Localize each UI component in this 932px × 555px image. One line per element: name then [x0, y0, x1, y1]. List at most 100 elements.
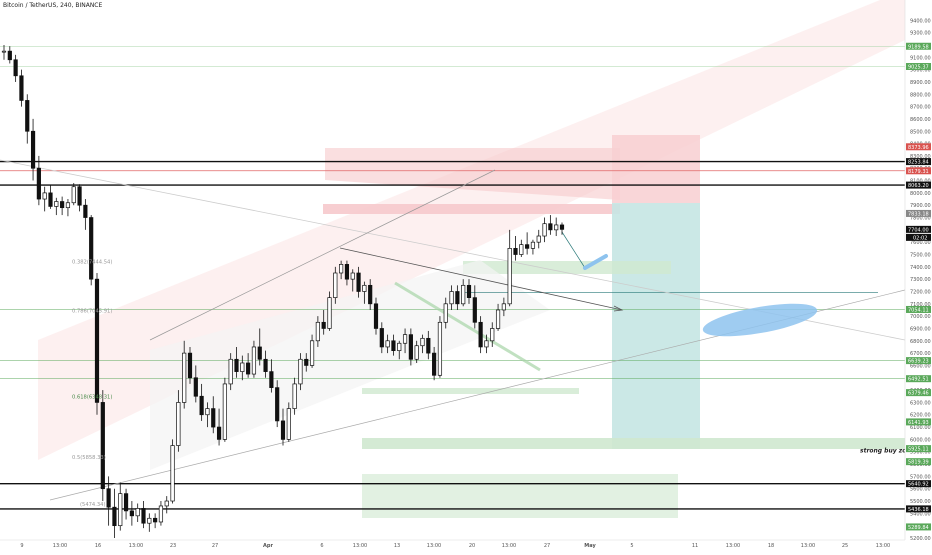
candle-body — [234, 358, 239, 372]
candle-body — [42, 192, 47, 200]
candle-body — [100, 402, 105, 490]
y-tick-label: 6900.00 — [910, 326, 931, 332]
candle-body — [182, 352, 187, 403]
y-tick-label: 7300.00 — [910, 277, 931, 283]
time-axis-bg — [0, 540, 932, 550]
y-tick-label: 9100.00 — [910, 55, 931, 61]
x-tick-label: 13:00 — [801, 543, 815, 549]
candle-body — [368, 284, 373, 305]
fib-label: 0.618(6348.31) — [72, 394, 112, 400]
candle-body — [455, 291, 460, 305]
chart-title: Bitcoin / TetherUS, 240, BINANCE — [3, 2, 103, 9]
candle-body — [414, 345, 419, 360]
candle-body — [228, 358, 233, 385]
candle-body — [205, 408, 210, 416]
annotation-label: strong buy zone — [860, 448, 915, 455]
x-tick-label: 13:00 — [502, 543, 516, 549]
x-tick-label: 13 — [394, 543, 400, 549]
fib-zone — [150, 260, 550, 470]
candle-body — [344, 264, 350, 280]
y-tick-label: 8600.00 — [910, 117, 931, 123]
candle-body — [513, 247, 518, 255]
candle-body — [437, 321, 443, 376]
candle-body — [350, 272, 355, 280]
x-tick-label: 16 — [95, 543, 101, 549]
strong-buy-zone — [362, 438, 905, 449]
candle-body — [170, 445, 175, 502]
x-tick-label: 13:00 — [53, 543, 67, 549]
candle-body — [501, 303, 506, 311]
price-tag-label: 5925.11 — [908, 447, 929, 453]
fib-label: 0.382(7444.54) — [72, 259, 112, 265]
candle-body — [280, 420, 286, 440]
channel-top-line — [149, 169, 496, 341]
y-tick-label: 8500.00 — [910, 129, 931, 135]
y-tick-label: 9300.00 — [910, 31, 931, 37]
y-tick-label: 6700.00 — [910, 351, 931, 357]
small-arrow-line — [561, 231, 586, 269]
demand-zone-thin — [362, 388, 579, 394]
candle-body — [432, 352, 437, 376]
candle-body — [251, 346, 257, 375]
price-tag — [906, 167, 931, 175]
candle-body — [449, 291, 454, 305]
y-tick-label: 7900.00 — [910, 203, 931, 209]
demand-zone-small — [463, 261, 671, 274]
price-tag-label: 5436.18 — [908, 507, 929, 513]
price-tag-label: 6379.46 — [908, 391, 929, 397]
price-tag — [906, 523, 931, 531]
candle-body — [495, 309, 501, 329]
candle-body — [187, 352, 193, 379]
x-tick-label: 6 — [320, 543, 323, 549]
candle-body — [339, 264, 344, 274]
candle-body — [402, 334, 408, 344]
y-tick-label: 9000.00 — [910, 68, 931, 74]
candle-body — [147, 517, 152, 524]
candle-body — [89, 217, 94, 280]
candle-body — [385, 340, 390, 348]
y-tick-label: 5600.00 — [910, 487, 931, 493]
candle-body — [36, 167, 41, 200]
y-tick-label: 7800.00 — [910, 216, 931, 222]
candle-body — [263, 358, 268, 372]
candle-body — [106, 488, 111, 508]
x-tick-label: 27 — [212, 543, 218, 549]
price-tag — [906, 42, 931, 50]
candle-body — [391, 340, 396, 352]
candle-body — [141, 508, 146, 524]
candle-body — [54, 201, 59, 207]
candle-body — [408, 334, 413, 360]
y-tick-label: 8100.00 — [910, 179, 931, 185]
y-tick-label: 8700.00 — [910, 105, 931, 111]
candle-body — [19, 75, 24, 101]
candle-body — [484, 340, 489, 348]
x-tick-label: 18 — [768, 543, 774, 549]
candle-body — [490, 328, 495, 342]
x-tick-label: May — [584, 543, 596, 549]
arrow-head — [613, 305, 624, 312]
price-tag — [906, 375, 931, 383]
demand-zone-lower — [362, 474, 678, 518]
price-tag-label: 6639.23 — [908, 359, 929, 365]
y-tick-label: 7200.00 — [910, 289, 931, 295]
candle-body — [559, 224, 565, 230]
price-tag — [906, 389, 931, 397]
candle-body — [379, 328, 384, 348]
y-tick-label: 7400.00 — [910, 265, 931, 271]
y-tick-label: 6800.00 — [910, 339, 931, 345]
x-tick-label: 5 — [630, 543, 633, 549]
candle-body — [211, 408, 216, 428]
candle-body — [420, 337, 425, 347]
candle-body — [548, 223, 553, 231]
candle-body — [362, 284, 367, 292]
price-tag — [906, 209, 931, 217]
green-diag-line — [394, 281, 541, 372]
price-tag — [906, 458, 931, 466]
price-tag-label: 8373.96 — [908, 145, 929, 151]
fib-label: 0.5(5858.33) — [72, 455, 106, 461]
price-tag — [906, 158, 931, 166]
candle-body — [83, 204, 88, 218]
candle-body — [94, 278, 100, 403]
